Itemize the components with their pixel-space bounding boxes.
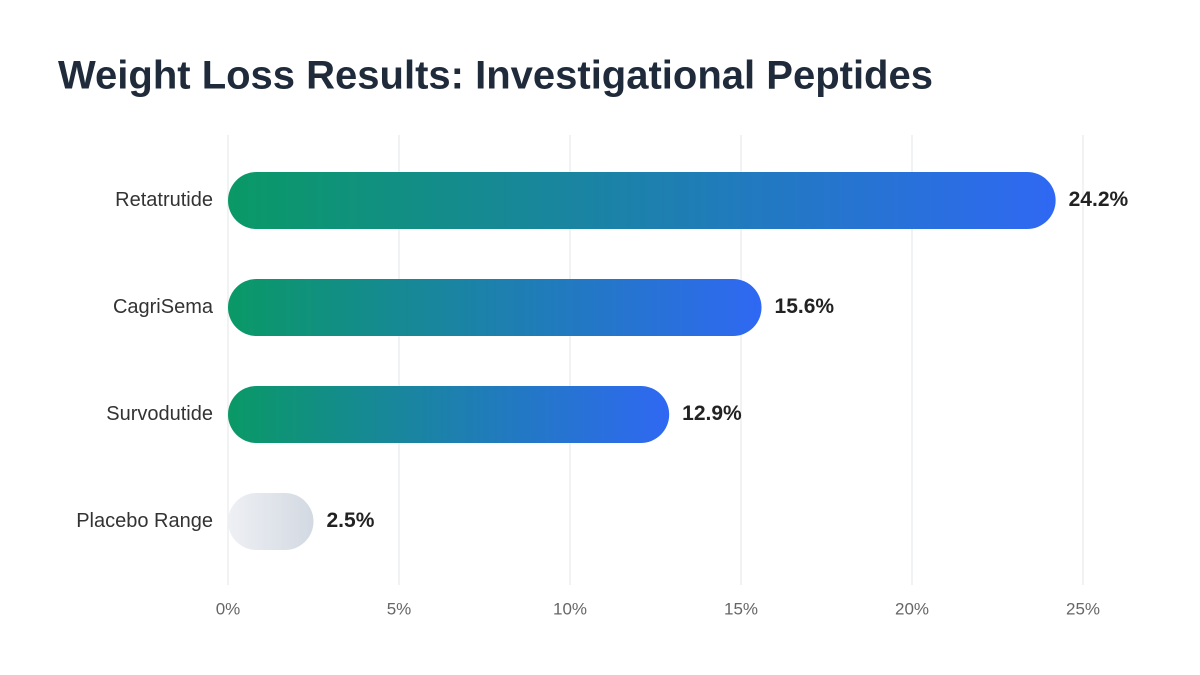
value-label: 2.5% — [327, 509, 375, 532]
value-label: 15.6% — [775, 295, 835, 318]
x-tick-label: 25% — [1066, 599, 1100, 618]
x-tick-label: 15% — [724, 599, 758, 618]
category-label: Survodutide — [106, 403, 213, 425]
category-label: Retatrutide — [115, 189, 213, 211]
category-label: CagriSema — [113, 296, 214, 318]
x-tick-label: 10% — [553, 599, 587, 618]
value-label: 12.9% — [682, 402, 742, 425]
bar — [228, 279, 762, 336]
x-tick-label: 5% — [387, 599, 412, 618]
category-label: Placebo Range — [76, 510, 213, 532]
value-label: 24.2% — [1069, 188, 1129, 211]
bar — [228, 386, 670, 443]
chart-title: Weight Loss Results: Investigational Pep… — [58, 54, 933, 98]
x-tick-label: 0% — [216, 599, 241, 618]
bar — [228, 172, 1056, 229]
x-tick-label: 20% — [895, 599, 929, 618]
bar — [228, 493, 314, 550]
